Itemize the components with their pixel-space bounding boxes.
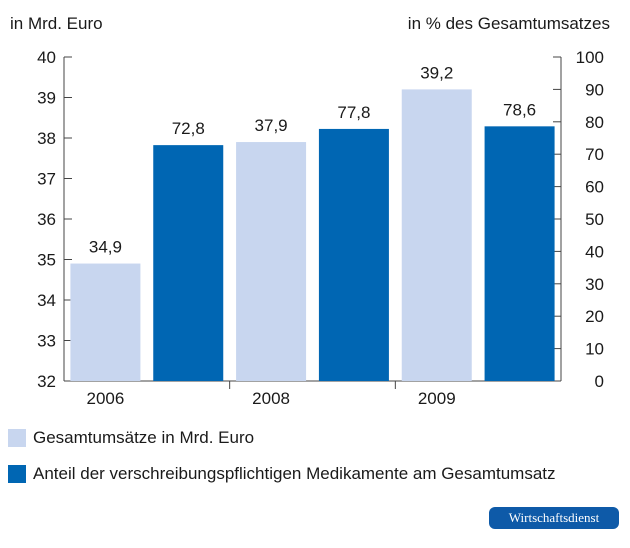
y-left-tick-label: 36 — [37, 210, 56, 229]
y-left-tick-label: 35 — [37, 251, 56, 270]
bar-chart: 32 33 34 35 36 37 38 39 40 0 10 20 30 40 50 60 70 80 90 100… — [37, 48, 604, 408]
bar-value-label: 39,2 — [420, 63, 453, 82]
bar-prescription-share — [318, 128, 389, 381]
y-right-tick-label: 10 — [585, 340, 604, 359]
bar-prescription-share — [153, 145, 224, 381]
bar-prescription-share — [484, 126, 555, 381]
y-axis-right-title: in % des Gesamtumsatzes — [407, 14, 610, 33]
y-left-tick-label: 32 — [37, 372, 56, 391]
legend-swatch-light — [8, 429, 26, 447]
y-axis-left-title: in Mrd. Euro — [10, 14, 103, 33]
publisher-logo: Wirtschaftsdienst — [489, 507, 619, 529]
legend-swatch-dark — [8, 465, 26, 483]
y-left-tick-label: 34 — [37, 291, 56, 310]
y-right-tick-label: 40 — [585, 242, 604, 261]
y-right-tick-label: 100 — [576, 48, 604, 67]
y-left-tick-label: 40 — [37, 48, 56, 67]
y-right-tick-label: 20 — [585, 307, 604, 326]
bar-total-revenue — [70, 263, 141, 381]
bar-total-revenue — [401, 89, 472, 382]
legend-label-total-revenue: Gesamtumsätze in Mrd. Euro — [33, 428, 255, 447]
x-tick-label: 2009 — [418, 389, 456, 408]
y-right-tick-label: 0 — [595, 372, 604, 391]
y-right-tick-label: 80 — [585, 113, 604, 132]
y-right-tick-label: 50 — [585, 210, 604, 229]
bar-value-label: 72,8 — [172, 119, 205, 138]
legend-label-prescription-share: Anteil der verschreibungspflichtigen Med… — [33, 464, 556, 483]
bar-value-label: 34,9 — [89, 238, 122, 257]
legend-item-prescription-share: Anteil der verschreibungspflichtigen Med… — [8, 464, 556, 484]
y-left-tick-label: 39 — [37, 89, 56, 108]
y-right-tick-label: 70 — [585, 145, 604, 164]
y-right-tick-label: 90 — [585, 80, 604, 99]
bar-total-revenue — [236, 142, 307, 381]
y-left-tick-label: 37 — [37, 170, 56, 189]
bar-value-label: 77,8 — [337, 103, 370, 122]
y-left-tick-label: 33 — [37, 332, 56, 351]
x-tick-label: 2006 — [87, 389, 125, 408]
y-right-tick-label: 60 — [585, 178, 604, 197]
bar-value-label: 37,9 — [255, 116, 288, 135]
bar-value-label: 78,6 — [503, 100, 536, 119]
y-right-tick-label: 30 — [585, 275, 604, 294]
x-tick-label: 2008 — [252, 389, 290, 408]
legend-item-total-revenue: Gesamtumsätze in Mrd. Euro — [8, 428, 254, 448]
y-left-tick-label: 38 — [37, 129, 56, 148]
